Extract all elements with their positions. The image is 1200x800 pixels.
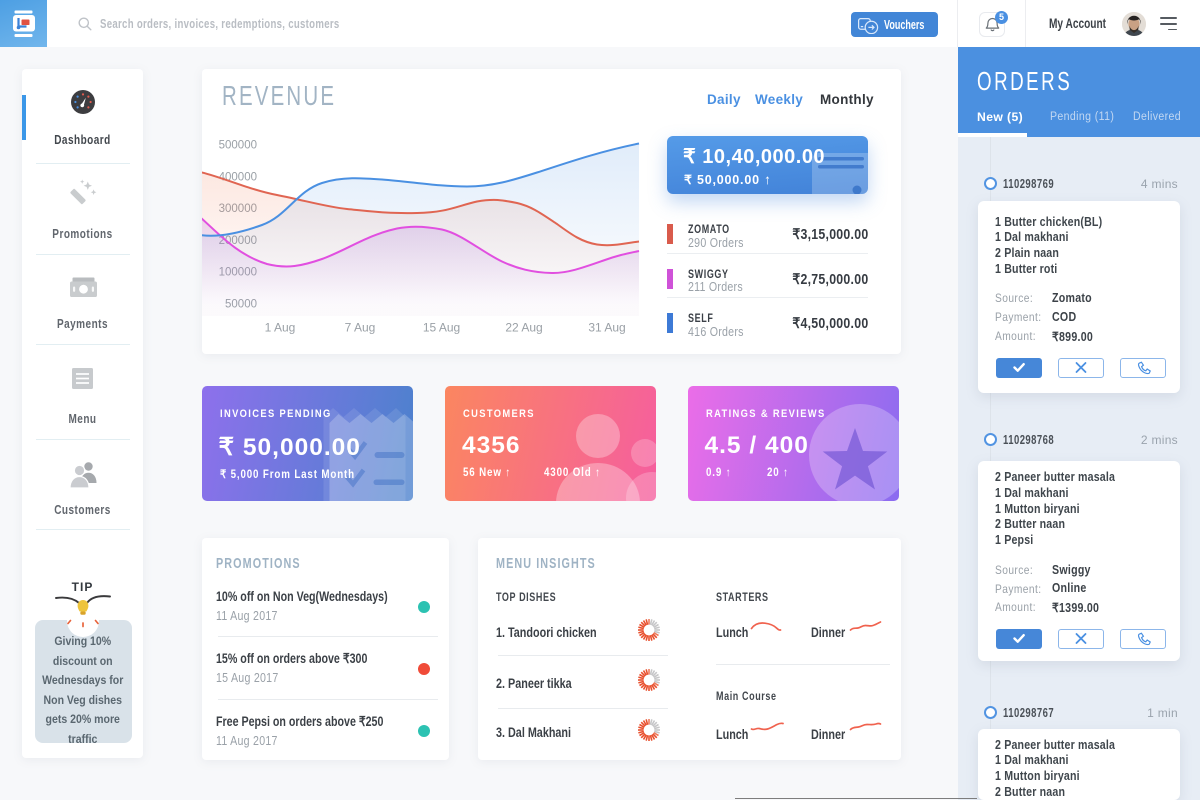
svg-text:500000: 500000 [219, 140, 257, 152]
svg-text:1 Aug: 1 Aug [265, 321, 296, 335]
svg-text:15 Aug: 15 Aug [423, 321, 460, 335]
svg-text:31 Aug: 31 Aug [588, 321, 625, 335]
svg-text:7 Aug: 7 Aug [345, 321, 376, 335]
svg-text:22 Aug: 22 Aug [505, 321, 542, 335]
